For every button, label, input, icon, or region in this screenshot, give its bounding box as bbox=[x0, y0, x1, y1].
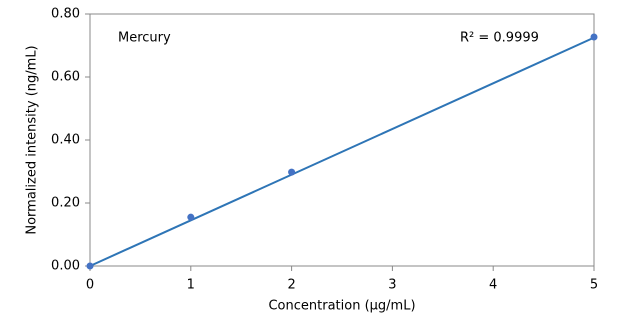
x-axis-title: Concentration (µg/mL) bbox=[268, 299, 415, 314]
trendline bbox=[89, 36, 595, 267]
y-axis-title: Normalized intensity (ng/mL) bbox=[25, 45, 40, 234]
x-tick-label: 0 bbox=[86, 278, 94, 293]
x-tick-label: 3 bbox=[388, 278, 396, 293]
data-point bbox=[86, 262, 94, 270]
y-tick-label: 0.80 bbox=[51, 7, 80, 22]
y-tick-label: 0.60 bbox=[51, 70, 80, 85]
annotation: R² = 0.9999 bbox=[460, 31, 539, 46]
data-point bbox=[288, 168, 296, 176]
y-tick-label: 0.00 bbox=[51, 259, 80, 274]
y-tick-label: 0.20 bbox=[51, 196, 80, 211]
x-tick-label: 2 bbox=[287, 278, 295, 293]
data-point bbox=[590, 33, 598, 41]
data-point bbox=[187, 213, 195, 221]
x-tick-label: 4 bbox=[489, 278, 497, 293]
y-tick-label: 0.40 bbox=[51, 133, 80, 148]
x-tick-label: 1 bbox=[187, 278, 195, 293]
x-tick-label: 5 bbox=[590, 278, 598, 293]
plot-frame bbox=[89, 13, 595, 267]
annotation: Mercury bbox=[118, 31, 171, 46]
